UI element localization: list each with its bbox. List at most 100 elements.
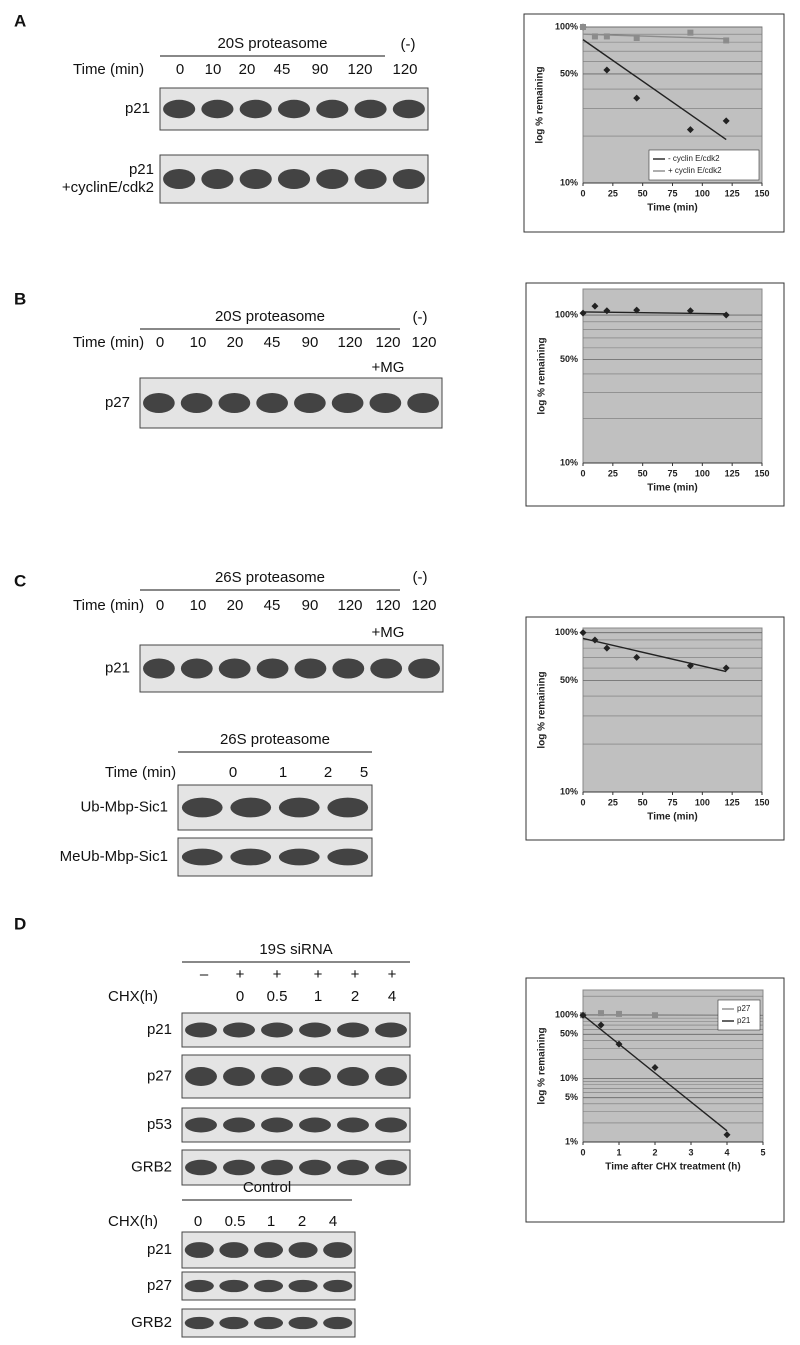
x-tick-label: 0 bbox=[580, 188, 585, 198]
band bbox=[253, 1316, 284, 1330]
point bbox=[722, 311, 730, 319]
point bbox=[723, 37, 730, 44]
point bbox=[603, 644, 611, 652]
lane-label: 20 bbox=[227, 597, 244, 614]
lane-label: 0 bbox=[176, 61, 184, 78]
x-tick-label: 125 bbox=[725, 188, 740, 198]
blot-label: p21 bbox=[147, 1241, 172, 1258]
blot-label: p21 +cyclinE/cdk2 bbox=[62, 161, 154, 196]
band bbox=[184, 1316, 214, 1330]
x-tick-label: 50 bbox=[638, 468, 648, 478]
y-axis-title: log % remaining bbox=[537, 1027, 548, 1104]
band bbox=[163, 169, 196, 189]
y-tick-label: 10% bbox=[560, 177, 578, 187]
x-tick-label: 4 bbox=[724, 1147, 729, 1157]
lane-label: 120 bbox=[347, 61, 372, 78]
band bbox=[407, 393, 439, 413]
x-axis-title: Time after CHX treatment (h) bbox=[605, 1162, 740, 1173]
y-axis-title: log % remaining bbox=[537, 337, 548, 414]
point bbox=[591, 636, 599, 644]
band bbox=[288, 1242, 318, 1258]
plot-area bbox=[582, 288, 763, 464]
lane-label: 2 bbox=[351, 988, 359, 1005]
band bbox=[392, 99, 425, 119]
group-header: 26S proteasome bbox=[220, 731, 330, 748]
band bbox=[239, 99, 272, 119]
point bbox=[598, 1010, 604, 1017]
band bbox=[201, 169, 234, 189]
y-tick-label: 5% bbox=[565, 1092, 578, 1102]
x-tick-label: 75 bbox=[667, 188, 677, 198]
band bbox=[181, 797, 223, 818]
y-tick-label: 100% bbox=[555, 627, 578, 637]
point bbox=[597, 1021, 605, 1029]
point bbox=[633, 306, 641, 314]
band bbox=[369, 393, 402, 413]
y-tick-label: 50% bbox=[560, 1029, 578, 1039]
y-tick-label: 100% bbox=[555, 21, 578, 31]
band bbox=[253, 1279, 284, 1293]
time-label: CHX(h) bbox=[108, 1213, 158, 1230]
band bbox=[239, 169, 272, 189]
panel-label: D bbox=[14, 914, 26, 933]
band bbox=[277, 169, 311, 189]
band bbox=[256, 393, 288, 413]
y-tick-label: 50% bbox=[560, 354, 578, 364]
band bbox=[185, 1067, 217, 1086]
point bbox=[579, 309, 587, 317]
blot-label: p27 bbox=[147, 1067, 172, 1084]
point bbox=[591, 302, 599, 310]
point bbox=[603, 307, 611, 315]
band bbox=[253, 1242, 284, 1258]
lane-label: 0 bbox=[194, 1213, 202, 1230]
y-tick-label: 10% bbox=[560, 786, 578, 796]
lane-label: 120 bbox=[375, 597, 400, 614]
blot-label: GRB2 bbox=[131, 1158, 172, 1175]
legend-label: p27 bbox=[737, 1004, 751, 1013]
band bbox=[354, 169, 387, 189]
x-tick-label: 75 bbox=[667, 468, 677, 478]
x-tick-label: 0 bbox=[580, 468, 585, 478]
band bbox=[230, 848, 272, 866]
x-axis-title: Time (min) bbox=[647, 812, 697, 823]
band bbox=[163, 99, 196, 119]
x-tick-label: 75 bbox=[667, 797, 677, 807]
band bbox=[180, 658, 213, 679]
lane-label: 90 bbox=[312, 61, 329, 78]
lane-label: 0 bbox=[236, 988, 244, 1005]
band bbox=[299, 1067, 331, 1086]
trend-line bbox=[582, 39, 727, 141]
lane-label: 0.5 bbox=[267, 988, 288, 1005]
legend-label: + cyclin E/cdk2 bbox=[668, 166, 722, 175]
y-axis-title: log % remaining bbox=[537, 671, 548, 748]
y-tick-label: 100% bbox=[555, 1010, 578, 1020]
blot bbox=[181, 1107, 411, 1143]
point bbox=[633, 94, 641, 102]
lane-label: 90 bbox=[302, 597, 319, 614]
group-header: 26S proteasome bbox=[215, 569, 325, 586]
point bbox=[591, 33, 598, 40]
x-tick-label: 150 bbox=[754, 468, 769, 478]
point bbox=[686, 307, 694, 315]
blot-label: MeUb-Mbp-Sic1 bbox=[60, 848, 168, 865]
band bbox=[323, 1316, 353, 1330]
lane-label: 0.5 bbox=[225, 1213, 246, 1230]
band bbox=[332, 658, 365, 679]
blot bbox=[181, 1149, 411, 1186]
band bbox=[223, 1067, 255, 1086]
band bbox=[288, 1316, 318, 1330]
point bbox=[687, 29, 694, 36]
band bbox=[375, 1159, 407, 1176]
band bbox=[219, 1316, 249, 1330]
band bbox=[201, 99, 234, 119]
band bbox=[327, 848, 369, 866]
lane-label: 1 bbox=[279, 764, 287, 781]
band bbox=[316, 169, 349, 189]
band bbox=[323, 1279, 353, 1293]
band bbox=[218, 658, 251, 679]
point bbox=[722, 117, 730, 125]
lane-label: 90 bbox=[302, 334, 319, 351]
x-tick-label: 0 bbox=[580, 797, 585, 807]
